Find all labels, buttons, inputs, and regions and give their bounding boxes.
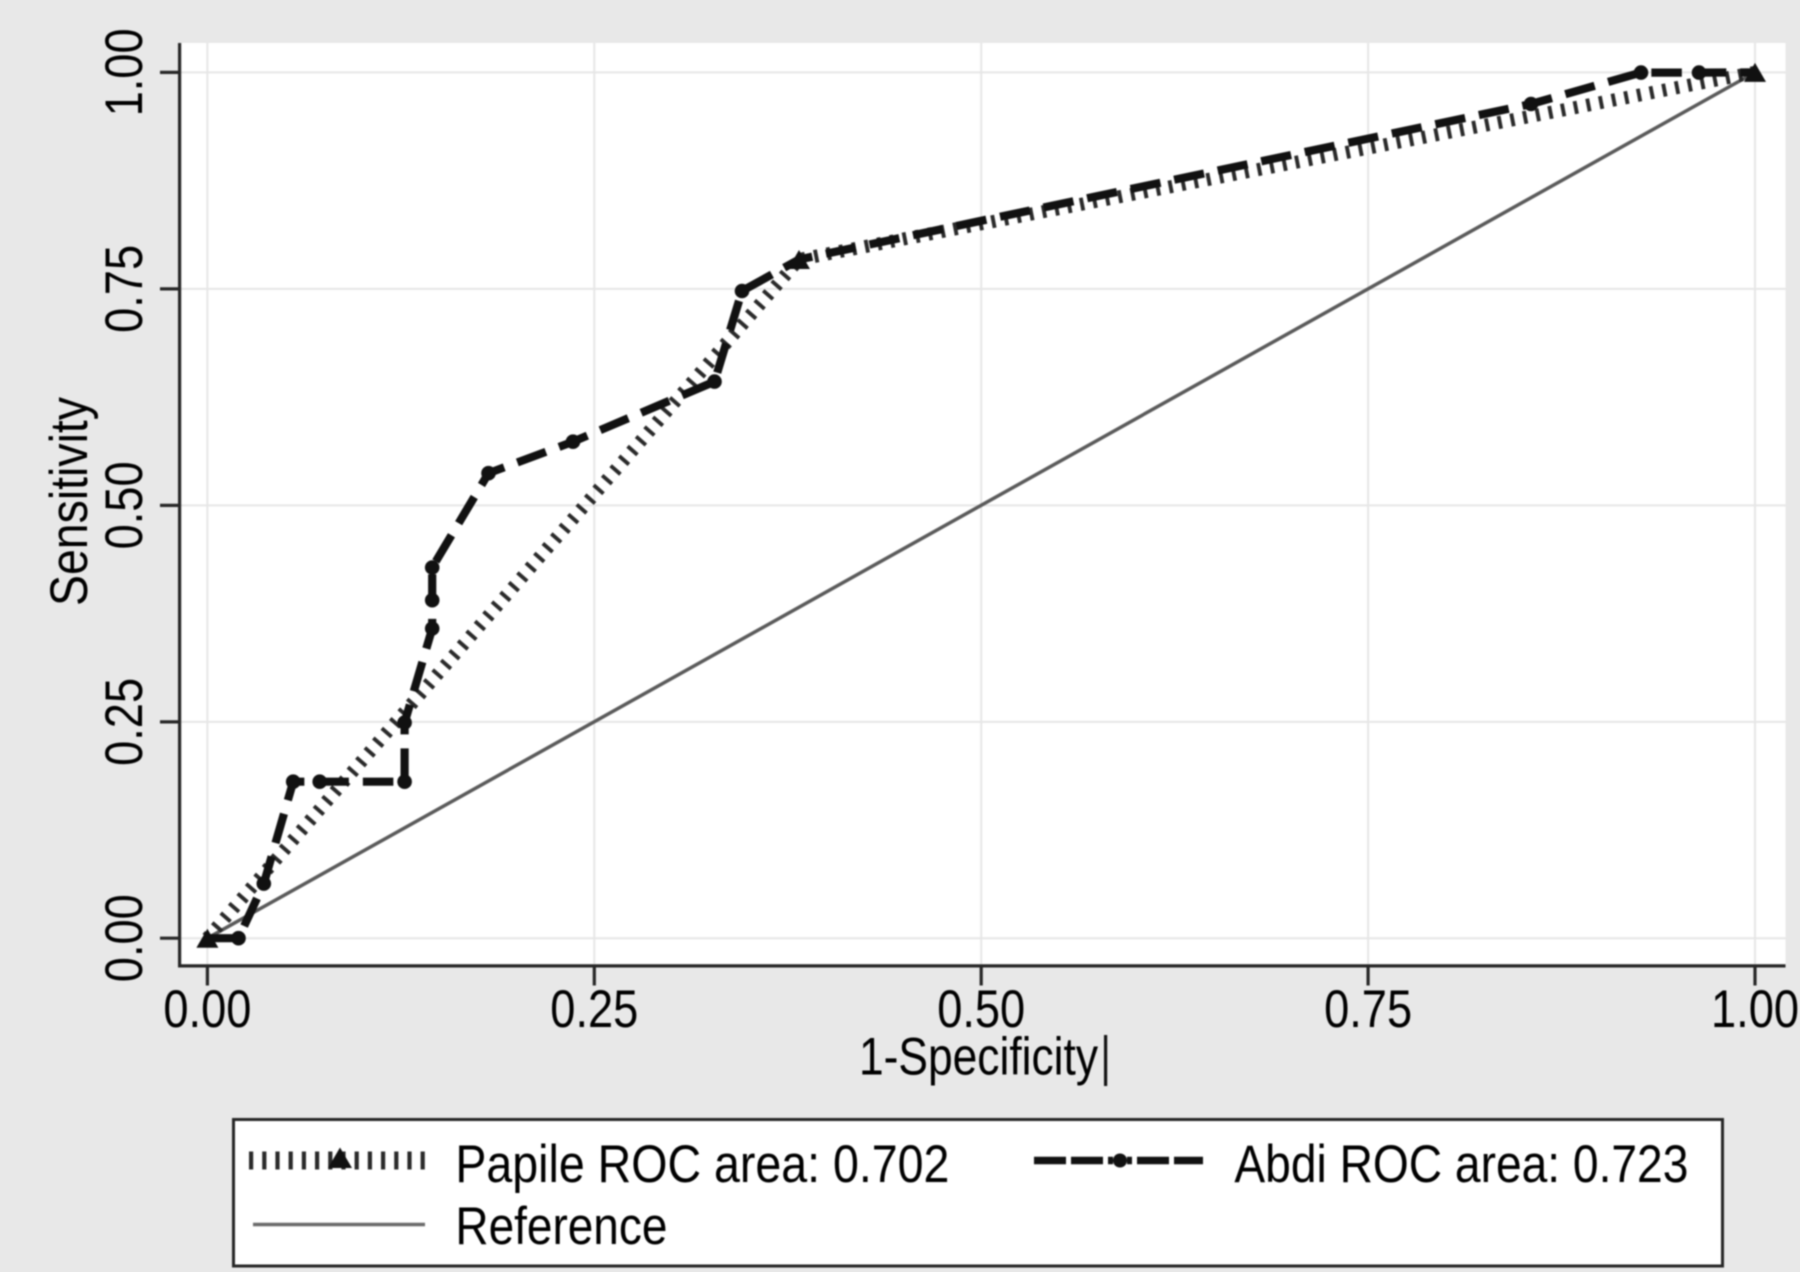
svg-text:0.25: 0.25	[95, 678, 154, 766]
svg-text:Papile ROC area: 0.702: Papile ROC area: 0.702	[455, 1135, 949, 1194]
svg-text:1-Specificity: 1-Specificity	[859, 1028, 1098, 1087]
svg-text:0.00: 0.00	[95, 894, 154, 982]
svg-text:0.00: 0.00	[163, 980, 251, 1039]
svg-text:Reference: Reference	[455, 1197, 667, 1256]
svg-text:1.00: 1.00	[95, 28, 154, 116]
svg-text:Sensitivity: Sensitivity	[40, 397, 99, 606]
svg-text:1.00: 1.00	[1711, 980, 1799, 1039]
svg-text:0.50: 0.50	[937, 980, 1025, 1039]
svg-text:0.50: 0.50	[95, 461, 154, 549]
svg-text:0.25: 0.25	[550, 980, 638, 1039]
svg-text:Abdi ROC area: 0.723: Abdi ROC area: 0.723	[1234, 1135, 1688, 1194]
svg-text:0.75: 0.75	[95, 245, 154, 333]
svg-text:0.75: 0.75	[1324, 980, 1412, 1039]
